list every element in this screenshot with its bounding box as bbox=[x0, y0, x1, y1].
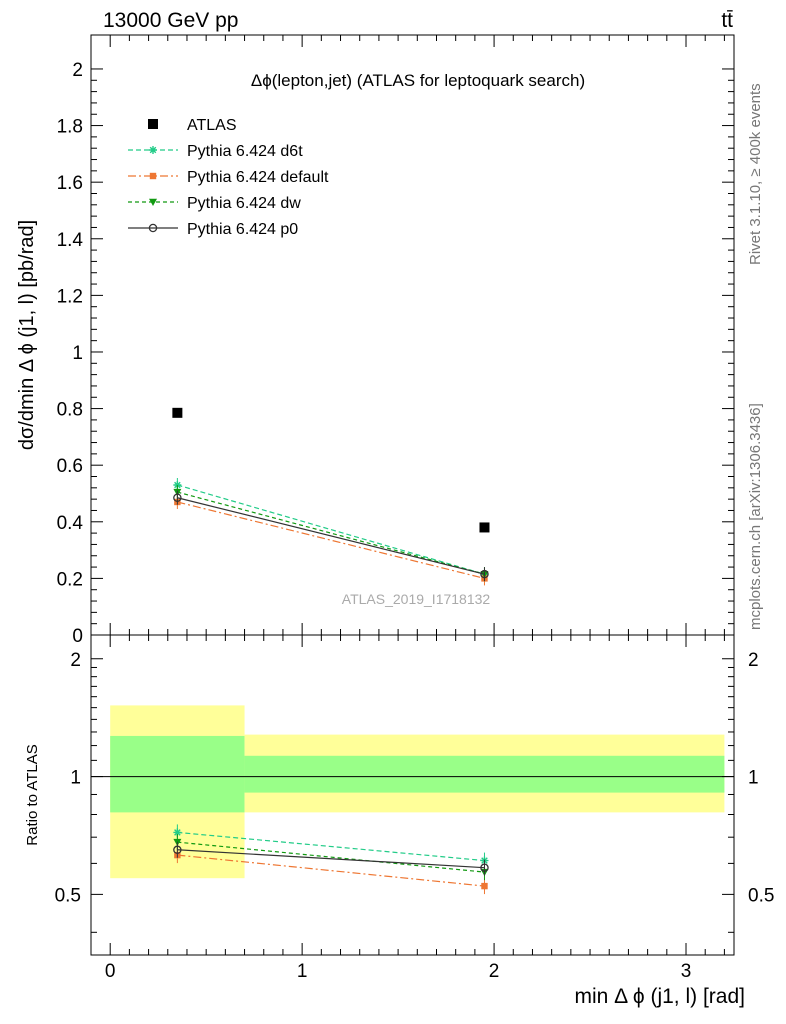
point-p0 bbox=[480, 569, 489, 579]
ratio-line-dw bbox=[177, 841, 485, 873]
main-y-tick-label: 1.6 bbox=[57, 173, 83, 194]
legend: ATLAS Pythia 6.424 d6t Pythia 6.424 defaul… bbox=[128, 117, 329, 238]
ratio-y-tick-label: 2 bbox=[70, 650, 81, 671]
legend-entry-data: ATLAS bbox=[148, 117, 237, 134]
legend-entry-default: Pythia 6.424 default bbox=[128, 169, 329, 186]
ratio-series-p0 bbox=[173, 841, 489, 876]
ratio-point-p0 bbox=[480, 863, 489, 872]
ratio-line-d6t bbox=[177, 831, 485, 862]
main-y-tick-label: 1 bbox=[72, 343, 83, 364]
legend-label: Pythia 6.424 dw bbox=[187, 195, 301, 212]
uncertainty-band-inner bbox=[244, 755, 725, 793]
legend-entry-p0: Pythia 6.424 p0 bbox=[128, 221, 298, 238]
main-y-tick-label: 1.8 bbox=[57, 117, 83, 138]
main-y-tick-label: 0.6 bbox=[57, 456, 83, 477]
ratio-y-axis-label: Ratio to ATLAS bbox=[24, 744, 41, 845]
legend-entry-dw: Pythia 6.424 dw bbox=[128, 195, 301, 212]
ratio-y-tick-label-right: 2 bbox=[748, 650, 759, 671]
ratio-axis-ticks: 0.5 0.5 1 1 2 2 0 1 2 3 bbox=[55, 635, 774, 982]
ratio-point-d6t bbox=[173, 828, 182, 837]
series-dw bbox=[173, 485, 489, 582]
series-line-default bbox=[177, 501, 485, 579]
ratio-point-p0 bbox=[173, 845, 182, 855]
x-tick-label: 1 bbox=[297, 961, 308, 982]
uncertainty-band-inner bbox=[110, 735, 245, 813]
ratio-y-tick-label-right: 0.5 bbox=[748, 885, 774, 906]
point-d6t bbox=[173, 481, 182, 489]
legend-marker-data bbox=[148, 119, 158, 129]
ratio-y-tick-label: 1 bbox=[70, 768, 81, 789]
series-d6t bbox=[173, 478, 489, 582]
legend-marker-p0 bbox=[148, 223, 158, 233]
legend-label: Pythia 6.424 default bbox=[187, 169, 329, 186]
main-y-tick-label: 0.8 bbox=[57, 400, 83, 421]
legend-marker-dw bbox=[149, 198, 157, 206]
main-axis-ticks: 0 0.2 0.4 0.6 0.8 1 1.2 1.4 1.6 1.8 2 bbox=[57, 35, 734, 647]
mcplots-label: mcplots.cern.ch [arXiv:1306.3436] bbox=[747, 403, 764, 630]
legend-label: Pythia 6.424 d6t bbox=[187, 143, 303, 160]
ratio-panel: 0.5 0.5 1 1 2 2 0 1 2 3 Ratio to ATLAS min Δ ϕ (j… bbox=[24, 634, 774, 1008]
legend-entry-d6t: Pythia 6.424 d6t bbox=[128, 143, 303, 160]
point-p0 bbox=[173, 493, 182, 502]
main-y-tick-label: 0.4 bbox=[57, 513, 84, 534]
series-line-dw bbox=[177, 491, 485, 575]
main-y-tick-label: 0.2 bbox=[57, 569, 83, 590]
energy-label: 13000 GeV pp bbox=[103, 9, 238, 32]
ratio-y-tick-label: 0.5 bbox=[55, 885, 81, 906]
main-plot-title: Δϕ(lepton,jet) (ATLAS for leptoquark sea… bbox=[251, 71, 585, 90]
main-y-tick-label: 1.4 bbox=[57, 230, 84, 251]
main-y-axis-label: dσ/dmin Δ ϕ (j1, l) [pb/rad] bbox=[16, 220, 38, 450]
point-data bbox=[172, 407, 183, 418]
series-line-d6t bbox=[177, 484, 485, 575]
ratio-series-layer bbox=[173, 824, 489, 895]
legend-label: Pythia 6.424 p0 bbox=[187, 221, 298, 238]
ratio-line-default bbox=[177, 854, 485, 887]
legend-marker-d6t bbox=[149, 146, 157, 154]
main-panel: 0 0.2 0.4 0.6 0.8 1 1.2 1.4 1.6 1.8 2 Δϕ(lepton,je… bbox=[16, 34, 735, 647]
ratio-point-default bbox=[481, 882, 488, 890]
ratio-frame bbox=[90, 634, 735, 956]
rivet-label: Rivet 3.1.10, ≥ 400k events bbox=[747, 83, 764, 265]
legend-label: ATLAS bbox=[187, 117, 237, 134]
series-data bbox=[172, 407, 490, 533]
ratio-y-tick-label-right: 1 bbox=[748, 768, 759, 789]
point-data bbox=[479, 522, 490, 533]
series-p0 bbox=[173, 490, 489, 582]
legend-marker-default bbox=[149, 172, 157, 180]
series-line-p0 bbox=[177, 497, 485, 575]
x-tick-label: 3 bbox=[681, 961, 692, 982]
process-label: tt̄ bbox=[721, 9, 733, 32]
main-y-tick-label: 0 bbox=[72, 626, 83, 647]
main-y-tick-label: 2 bbox=[72, 60, 83, 81]
ratio-line-p0 bbox=[177, 849, 485, 869]
x-tick-label: 0 bbox=[105, 961, 116, 982]
x-axis-label: min Δ ϕ (j1, l) [rad] bbox=[575, 985, 746, 1008]
x-tick-label: 2 bbox=[489, 961, 500, 982]
main-series-layer bbox=[172, 407, 490, 586]
main-y-tick-label: 1.2 bbox=[57, 286, 83, 307]
uncertainty-bands bbox=[110, 705, 725, 879]
analysis-watermark: ATLAS_2019_I1718132 bbox=[342, 591, 491, 607]
